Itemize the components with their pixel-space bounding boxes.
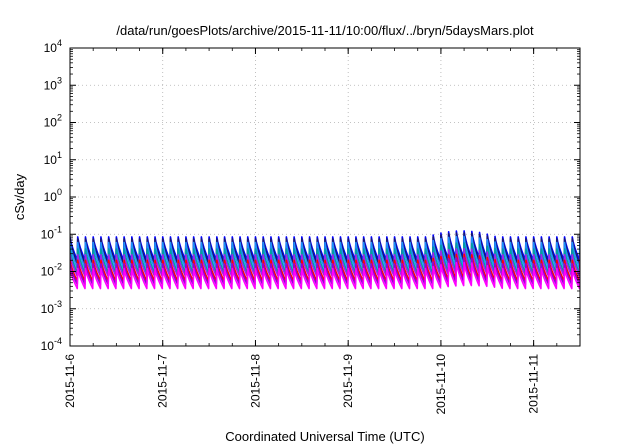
chart-title: /data/run/goesPlots/archive/2015-11-11/1… <box>116 23 534 38</box>
y-tick-label: 101 <box>44 150 62 167</box>
x-axis-label: Coordinated Universal Time (UTC) <box>225 429 424 444</box>
y-axis-ticks: 10-4 10-3 10-2 10-1 100 101 102 103 104 <box>41 38 580 353</box>
x-tick-label: 2015-11-6 <box>63 354 77 408</box>
x-tick-label: 2015-11-11 <box>527 354 541 414</box>
x-tick-label: 2015-11-8 <box>248 354 262 408</box>
y-tick-label: 10-3 <box>41 299 62 316</box>
y-tick-label: 10-1 <box>41 224 62 241</box>
series-group <box>70 230 580 290</box>
x-tick-label: 2015-11-9 <box>341 354 355 408</box>
y-axis-label: cSv/day <box>12 173 27 220</box>
y-tick-label: 102 <box>44 113 62 130</box>
y-tick-label: 10-4 <box>41 336 62 353</box>
y-tick-label: 10-2 <box>41 262 62 279</box>
x-axis-ticks: 2015-11-6 2015-11-7 2015-11-8 2015-11-9 2015… <box>63 48 581 415</box>
grid-lines <box>70 48 580 346</box>
x-tick-label: 2015-11-7 <box>156 354 170 408</box>
x-tick-label: 2015-11-10 <box>434 354 448 415</box>
series-line <box>70 261 580 290</box>
y-tick-label: 104 <box>44 38 62 55</box>
y-tick-label: 100 <box>44 187 62 204</box>
y-tick-label: 103 <box>44 75 62 92</box>
